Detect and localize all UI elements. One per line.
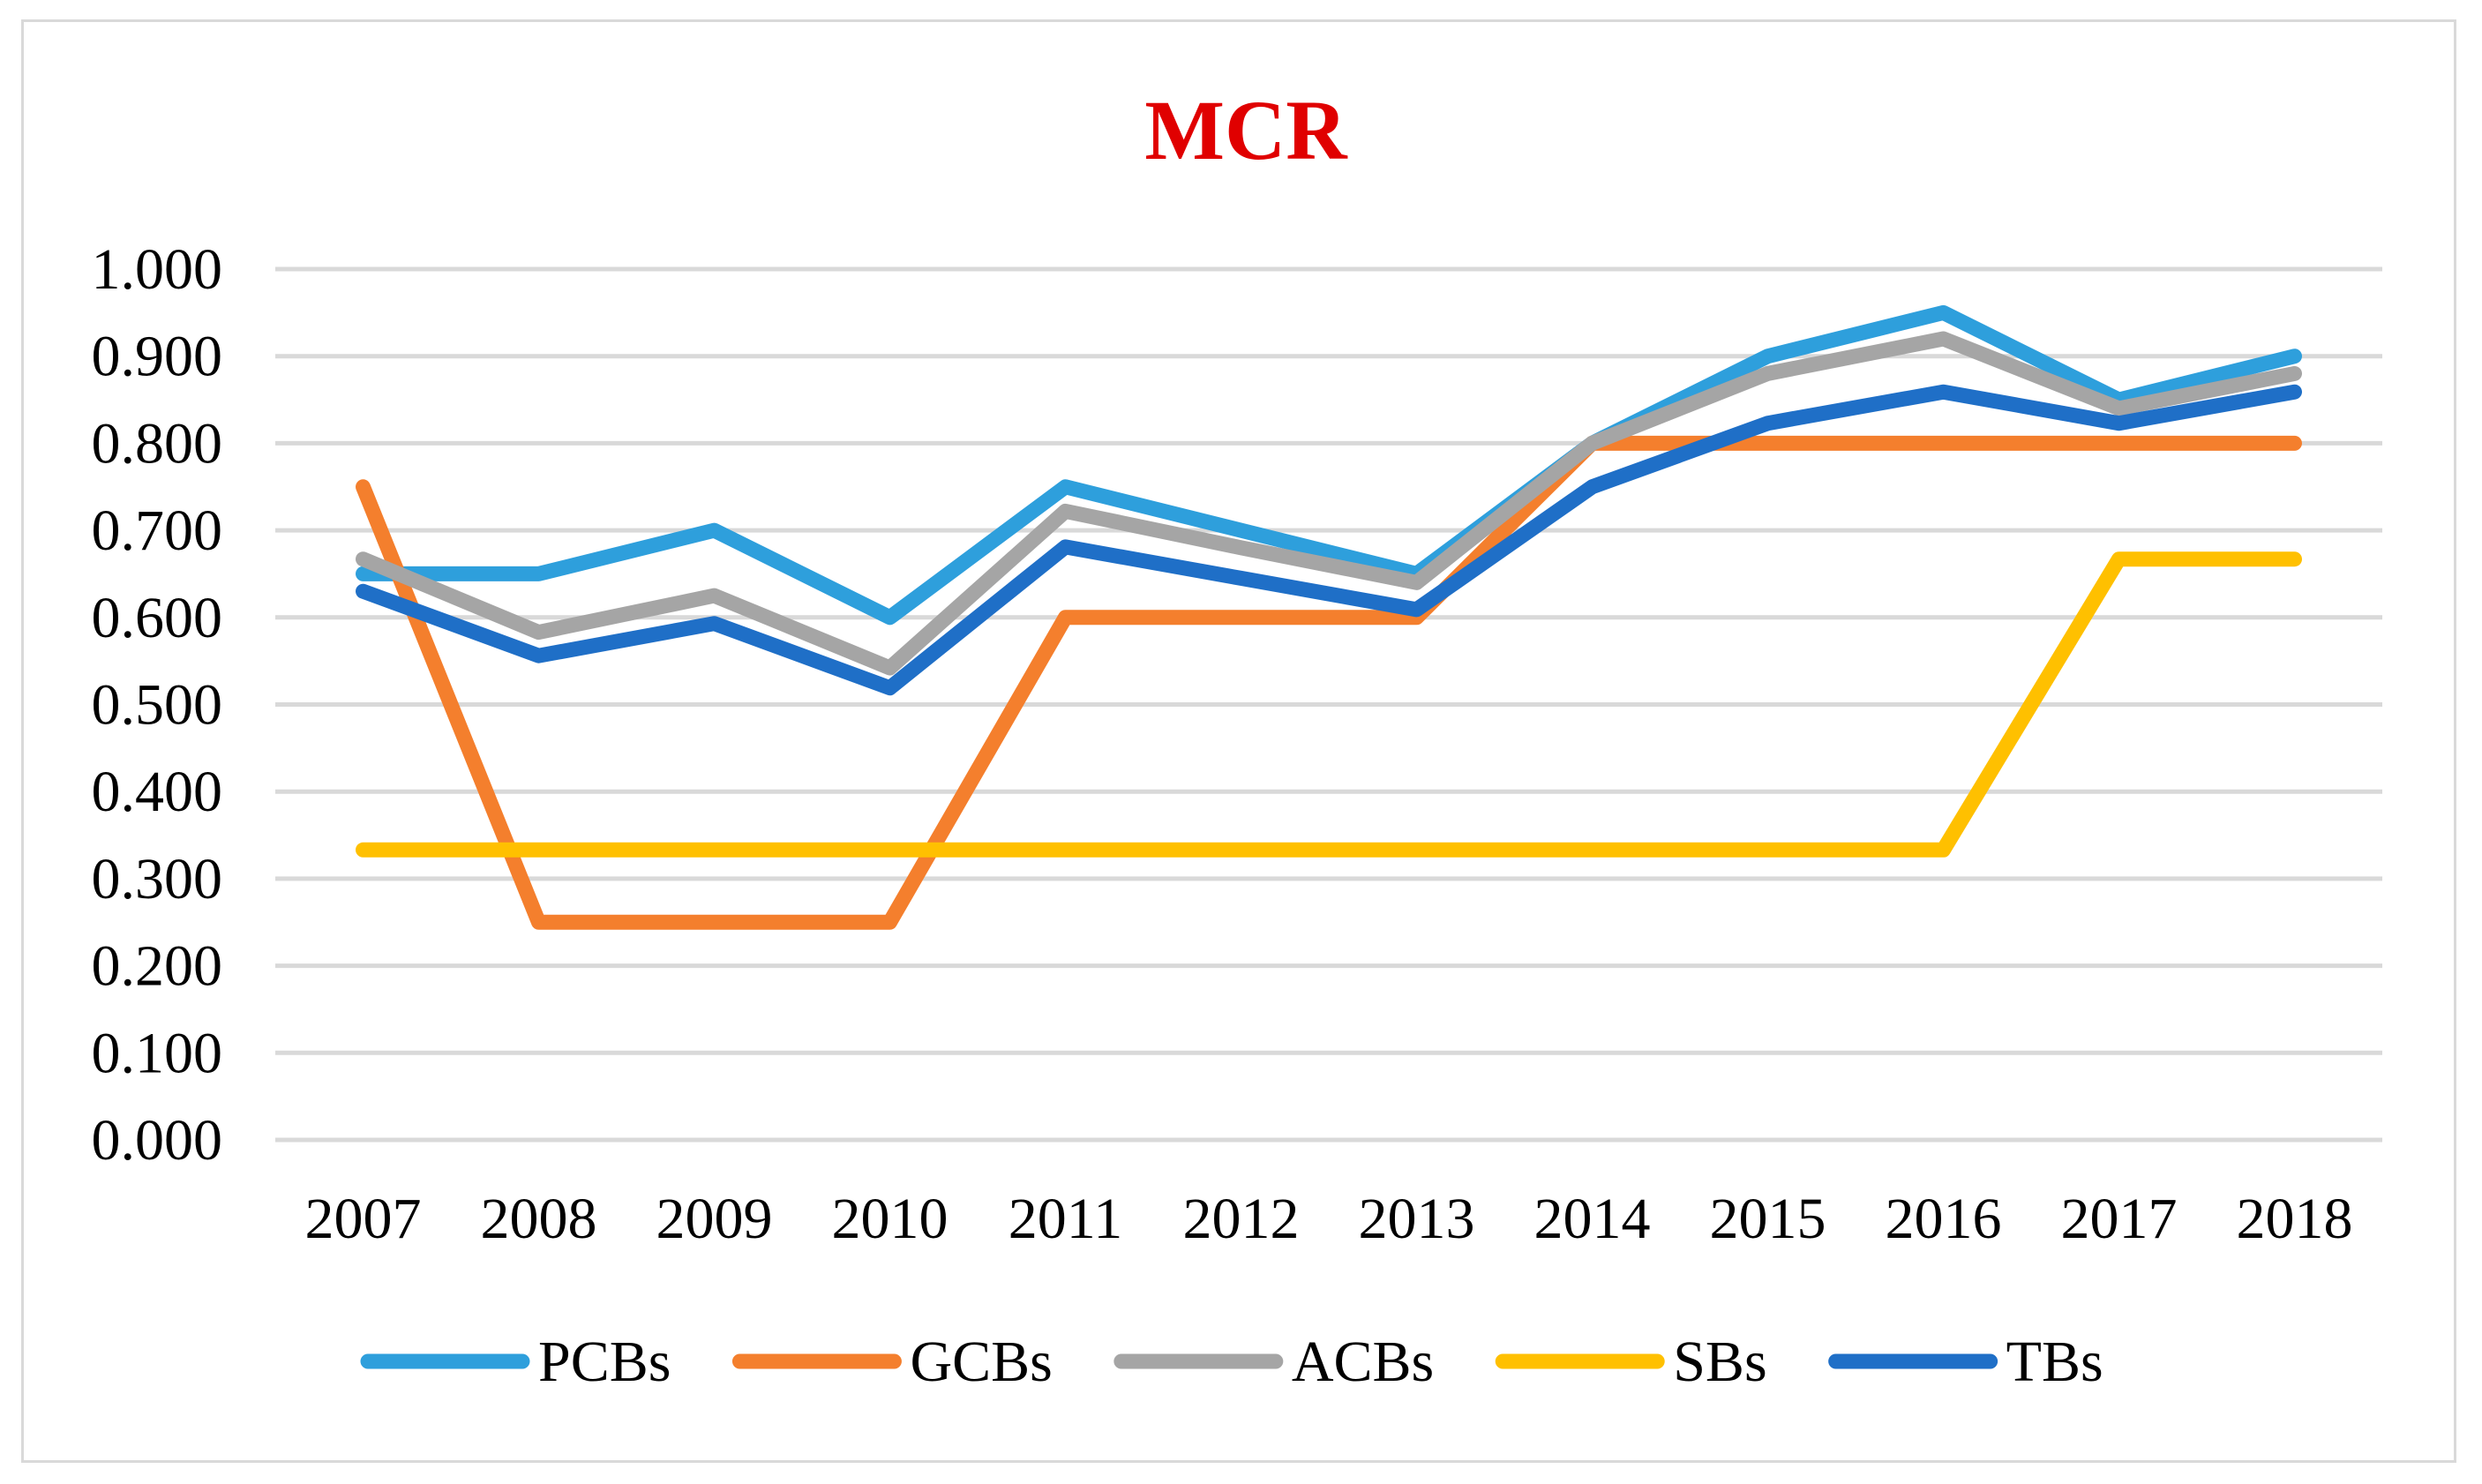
x-tick-label: 2018 — [2237, 1187, 2353, 1251]
grid-layer — [275, 266, 2382, 1143]
series-layer — [356, 304, 2302, 930]
legend-label-gcbs: GCBs — [910, 1330, 1052, 1394]
x-tick-label: 2016 — [1886, 1187, 2002, 1251]
legend: PCBs GCBs ACBs SBs TBs — [360, 1330, 2103, 1394]
x-tick-label: 2010 — [832, 1187, 949, 1251]
y-tick-label: 0.400 — [92, 760, 223, 824]
x-tick-label: 2012 — [1183, 1187, 1300, 1251]
series-line-acbs — [356, 331, 2302, 676]
chart-frame — [21, 19, 2456, 1463]
legend-label-tbs: TBs — [2006, 1330, 2103, 1394]
legend-label-acbs: ACBs — [1292, 1330, 1434, 1394]
x-axis-tick-labels: 2007 2008 2009 2010 2011 2012 2013 2014 2015 2016… — [305, 1187, 2353, 1251]
x-tick-label: 2008 — [481, 1187, 597, 1251]
y-tick-label: 0.300 — [92, 847, 223, 911]
x-tick-label: 2011 — [1009, 1187, 1123, 1251]
x-tick-label: 2015 — [1710, 1187, 1826, 1251]
y-tick-label: 0.700 — [92, 498, 223, 563]
series-line-sbs — [356, 551, 2302, 858]
y-tick-label: 0.200 — [92, 934, 223, 999]
chart-title: MCR — [1144, 83, 1348, 177]
y-tick-label: 0.800 — [92, 411, 223, 476]
x-tick-label: 2009 — [656, 1187, 773, 1251]
y-tick-label: 0.000 — [92, 1108, 223, 1173]
x-tick-label: 2007 — [305, 1187, 422, 1251]
series-line-tbs — [356, 384, 2302, 696]
x-tick-label: 2017 — [2061, 1187, 2178, 1251]
y-axis-tick-labels: 0.000 0.100 0.200 0.300 0.400 0.500 0.600 0.700… — [92, 237, 223, 1173]
y-tick-label: 1.000 — [92, 237, 223, 302]
series-line-pcbs — [356, 304, 2302, 626]
legend-label-sbs: SBs — [1673, 1330, 1766, 1394]
series-line-gcbs — [356, 435, 2302, 930]
legend-label-pcbs: PCBs — [538, 1330, 671, 1394]
y-tick-label: 0.500 — [92, 673, 223, 738]
x-tick-label: 2013 — [1359, 1187, 1475, 1251]
x-tick-label: 2014 — [1534, 1187, 1651, 1251]
y-tick-label: 0.100 — [92, 1021, 223, 1085]
y-tick-label: 0.900 — [92, 325, 223, 389]
y-tick-label: 0.600 — [92, 586, 223, 650]
